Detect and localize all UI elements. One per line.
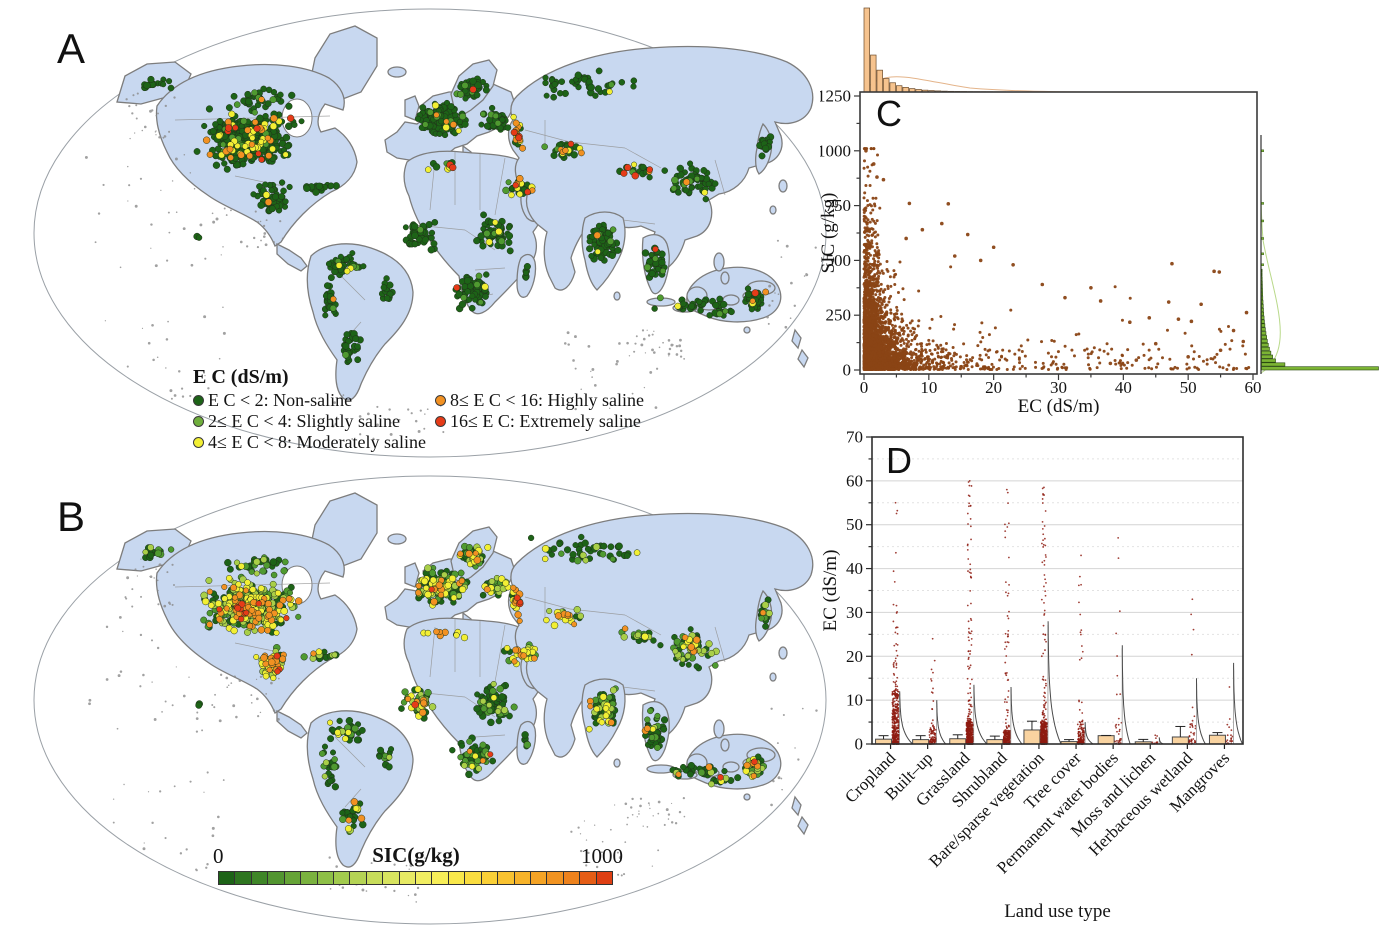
colorbar-cell	[268, 872, 285, 884]
sic-colorbar: 0 SIC(g/kg) 1000	[205, 841, 627, 885]
colorbar-cell	[235, 872, 252, 884]
colorbar-cell	[301, 872, 318, 884]
jitter-points	[1188, 598, 1197, 745]
colorbar-cell	[563, 872, 581, 884]
jitter-points	[1076, 554, 1086, 745]
violin-curve	[1084, 722, 1094, 745]
violin-curve	[936, 700, 947, 745]
jitter-points	[1039, 486, 1049, 745]
legend-dot-icon	[193, 416, 204, 427]
map-points-a	[141, 67, 775, 366]
legend-dot-icon	[193, 395, 204, 406]
marginal-hist-sic	[1260, 135, 1379, 374]
map-points-b	[142, 533, 773, 836]
colorbar-cell	[383, 872, 400, 884]
violin-curve	[1010, 686, 1023, 745]
legend-item: 2≤ E C < 4: Slightly saline	[193, 411, 435, 432]
colorbar-cell	[580, 872, 597, 884]
bar-ec-landuse: CroplandBuilt–upGrasslandShrublandBare/s…	[820, 428, 1244, 922]
gridlines	[872, 458, 1243, 723]
island-specks	[84, 92, 817, 440]
violin-curve	[899, 691, 913, 745]
ec-legend: E C (dS/m) E C < 2: Non-saline 2≤ E C < …	[193, 366, 644, 453]
colorbar-cell	[531, 872, 548, 884]
violin-curve	[1196, 678, 1206, 745]
violin-curve	[1047, 621, 1062, 745]
jitter-points	[928, 637, 937, 745]
colorbar-cell	[465, 872, 482, 884]
jitter-points	[891, 501, 900, 745]
legend-dot-icon	[193, 437, 204, 448]
world-map-ec	[33, 8, 827, 458]
jitter-points	[1002, 488, 1012, 745]
legend-item: 4≤ E C < 8: Moderately saline	[193, 432, 435, 453]
colorbar-gradient	[218, 871, 613, 885]
colorbar-cell	[333, 872, 351, 884]
legend-item: 8≤ E C < 16: Highly saline	[435, 390, 644, 411]
violin-curve	[1121, 645, 1131, 745]
jitter-points	[1225, 686, 1234, 745]
colorbar-cell	[350, 872, 367, 884]
legend-item: 16≤ E C: Extremely saline	[435, 411, 644, 432]
colorbar-cell	[481, 872, 499, 884]
colorbar-cell	[547, 872, 564, 884]
colorbar-cell	[219, 872, 236, 884]
jitter-points	[1151, 734, 1159, 745]
colorbar-max-label: 1000	[581, 844, 623, 868]
panel-a-label: A	[57, 25, 86, 72]
axis-ticks	[854, 95, 1254, 380]
scatter-points	[862, 147, 1251, 372]
colorbar-cell	[399, 872, 417, 884]
legend-dot-icon	[435, 416, 446, 427]
bar	[1171, 736, 1189, 745]
colorbar-cell	[432, 872, 449, 884]
violin-curve	[1158, 737, 1164, 745]
colorbar-cell	[251, 872, 269, 884]
colorbar-cell	[596, 872, 613, 884]
violin-curve	[973, 684, 988, 745]
colorbar-cell	[317, 872, 334, 884]
panel-b-label: B	[57, 493, 86, 540]
bar	[1208, 734, 1226, 745]
colorbar-cell	[366, 872, 384, 884]
bar	[1097, 735, 1115, 745]
violin-curve	[1233, 662, 1243, 745]
colorbar-cell	[284, 872, 302, 884]
bar	[1023, 729, 1041, 745]
colorbar-cell	[514, 872, 532, 884]
colorbar-cell	[448, 872, 466, 884]
legend-dot-icon	[435, 395, 446, 406]
legend-title: E C (dS/m)	[193, 366, 289, 388]
colorbar-cell	[498, 872, 515, 884]
marginal-hist-ec	[863, 7, 1201, 93]
colorbar-title: SIC(g/kg)	[372, 843, 460, 867]
world-map-sic	[33, 475, 827, 925]
colorbar-cell	[416, 872, 433, 884]
colorbar-min-label: 0	[213, 844, 224, 868]
legend-item: E C < 2: Non-saline	[193, 390, 435, 411]
